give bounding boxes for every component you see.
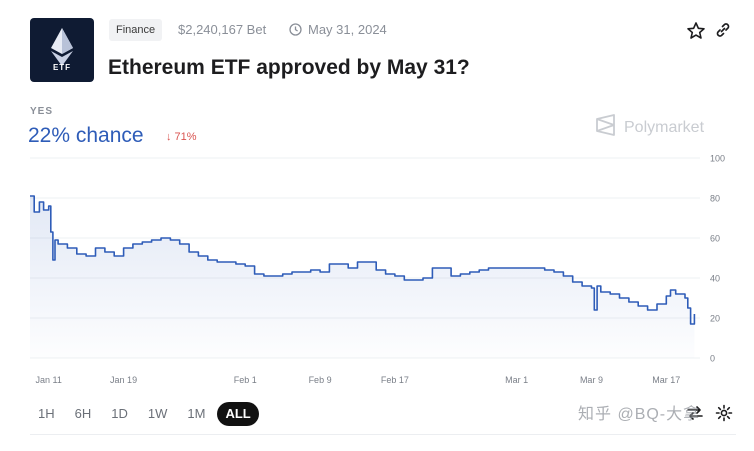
gear-icon [715,404,733,422]
polymarket-brand[interactable]: Polymarket [594,113,704,140]
price-chart[interactable]: 0 20 40 60 80 100 Jan 11 Jan 19 Feb 1 Feb 9 Feb 1… [0,150,754,390]
range-option-1w[interactable]: 1W [147,406,168,421]
x-tick-label: Feb 9 [309,375,332,385]
x-tick-label: Jan 19 [110,375,137,385]
series-line-yes[interactable] [30,195,696,325]
bottom-divider [30,434,736,435]
x-tick-label: Jan 11 [36,375,62,385]
end-date: May 31, 2024 [289,20,387,40]
range-option-1m[interactable]: 1M [187,406,206,421]
y-tick-label: 80 [710,194,720,204]
polymarket-logo-icon [596,114,615,136]
y-tick-label: 60 [710,234,720,244]
x-tick-label: Mar 1 [505,375,528,385]
x-tick-label: Feb 17 [381,375,409,385]
range-option-6h[interactable]: 6H [74,406,92,421]
source-watermark: 知乎 @BQ-大拿 [578,406,701,423]
x-tick-label: Mar 9 [580,375,603,385]
y-tick-label: 20 [710,314,720,324]
x-tick-label: Mar 17 [652,375,680,385]
x-tick-label: Feb 1 [234,375,257,385]
range-option-1d[interactable]: 1D [111,406,128,421]
outcome-label: YES [30,106,54,117]
market-logo: ETF [30,18,94,82]
star-icon [687,22,705,39]
y-tick-label: 100 [710,154,725,164]
y-tick-label: 40 [710,274,720,284]
chance-change: ↓ 71% [166,131,197,143]
series-area-fill [30,196,695,358]
brand-name: Polymarket [624,119,705,136]
swap-arrows-icon [687,406,703,420]
clock-icon [289,23,302,36]
chart-settings-button[interactable] [715,404,733,427]
swap-axis-button[interactable] [686,404,704,427]
range-option-1h[interactable]: 1H [38,406,55,421]
end-date-text: May 31, 2024 [308,22,387,37]
ethereum-diamond-icon [51,28,73,66]
bet-volume: $2,240,167 Bet [178,22,267,37]
market-title: Ethereum ETF approved by May 31? [108,56,470,79]
chance-value: 22% chance [28,124,144,147]
y-tick-label: 0 [710,354,715,364]
favorite-button[interactable] [686,21,706,46]
range-option-all[interactable]: ALL [217,402,259,426]
time-range-selector: 1H 6H 1D 1W 1M ALL [30,402,263,426]
logo-text: ETF [52,63,72,72]
link-icon [716,23,730,37]
category-badge[interactable]: Finance [109,19,163,41]
share-link-button[interactable] [714,21,732,44]
